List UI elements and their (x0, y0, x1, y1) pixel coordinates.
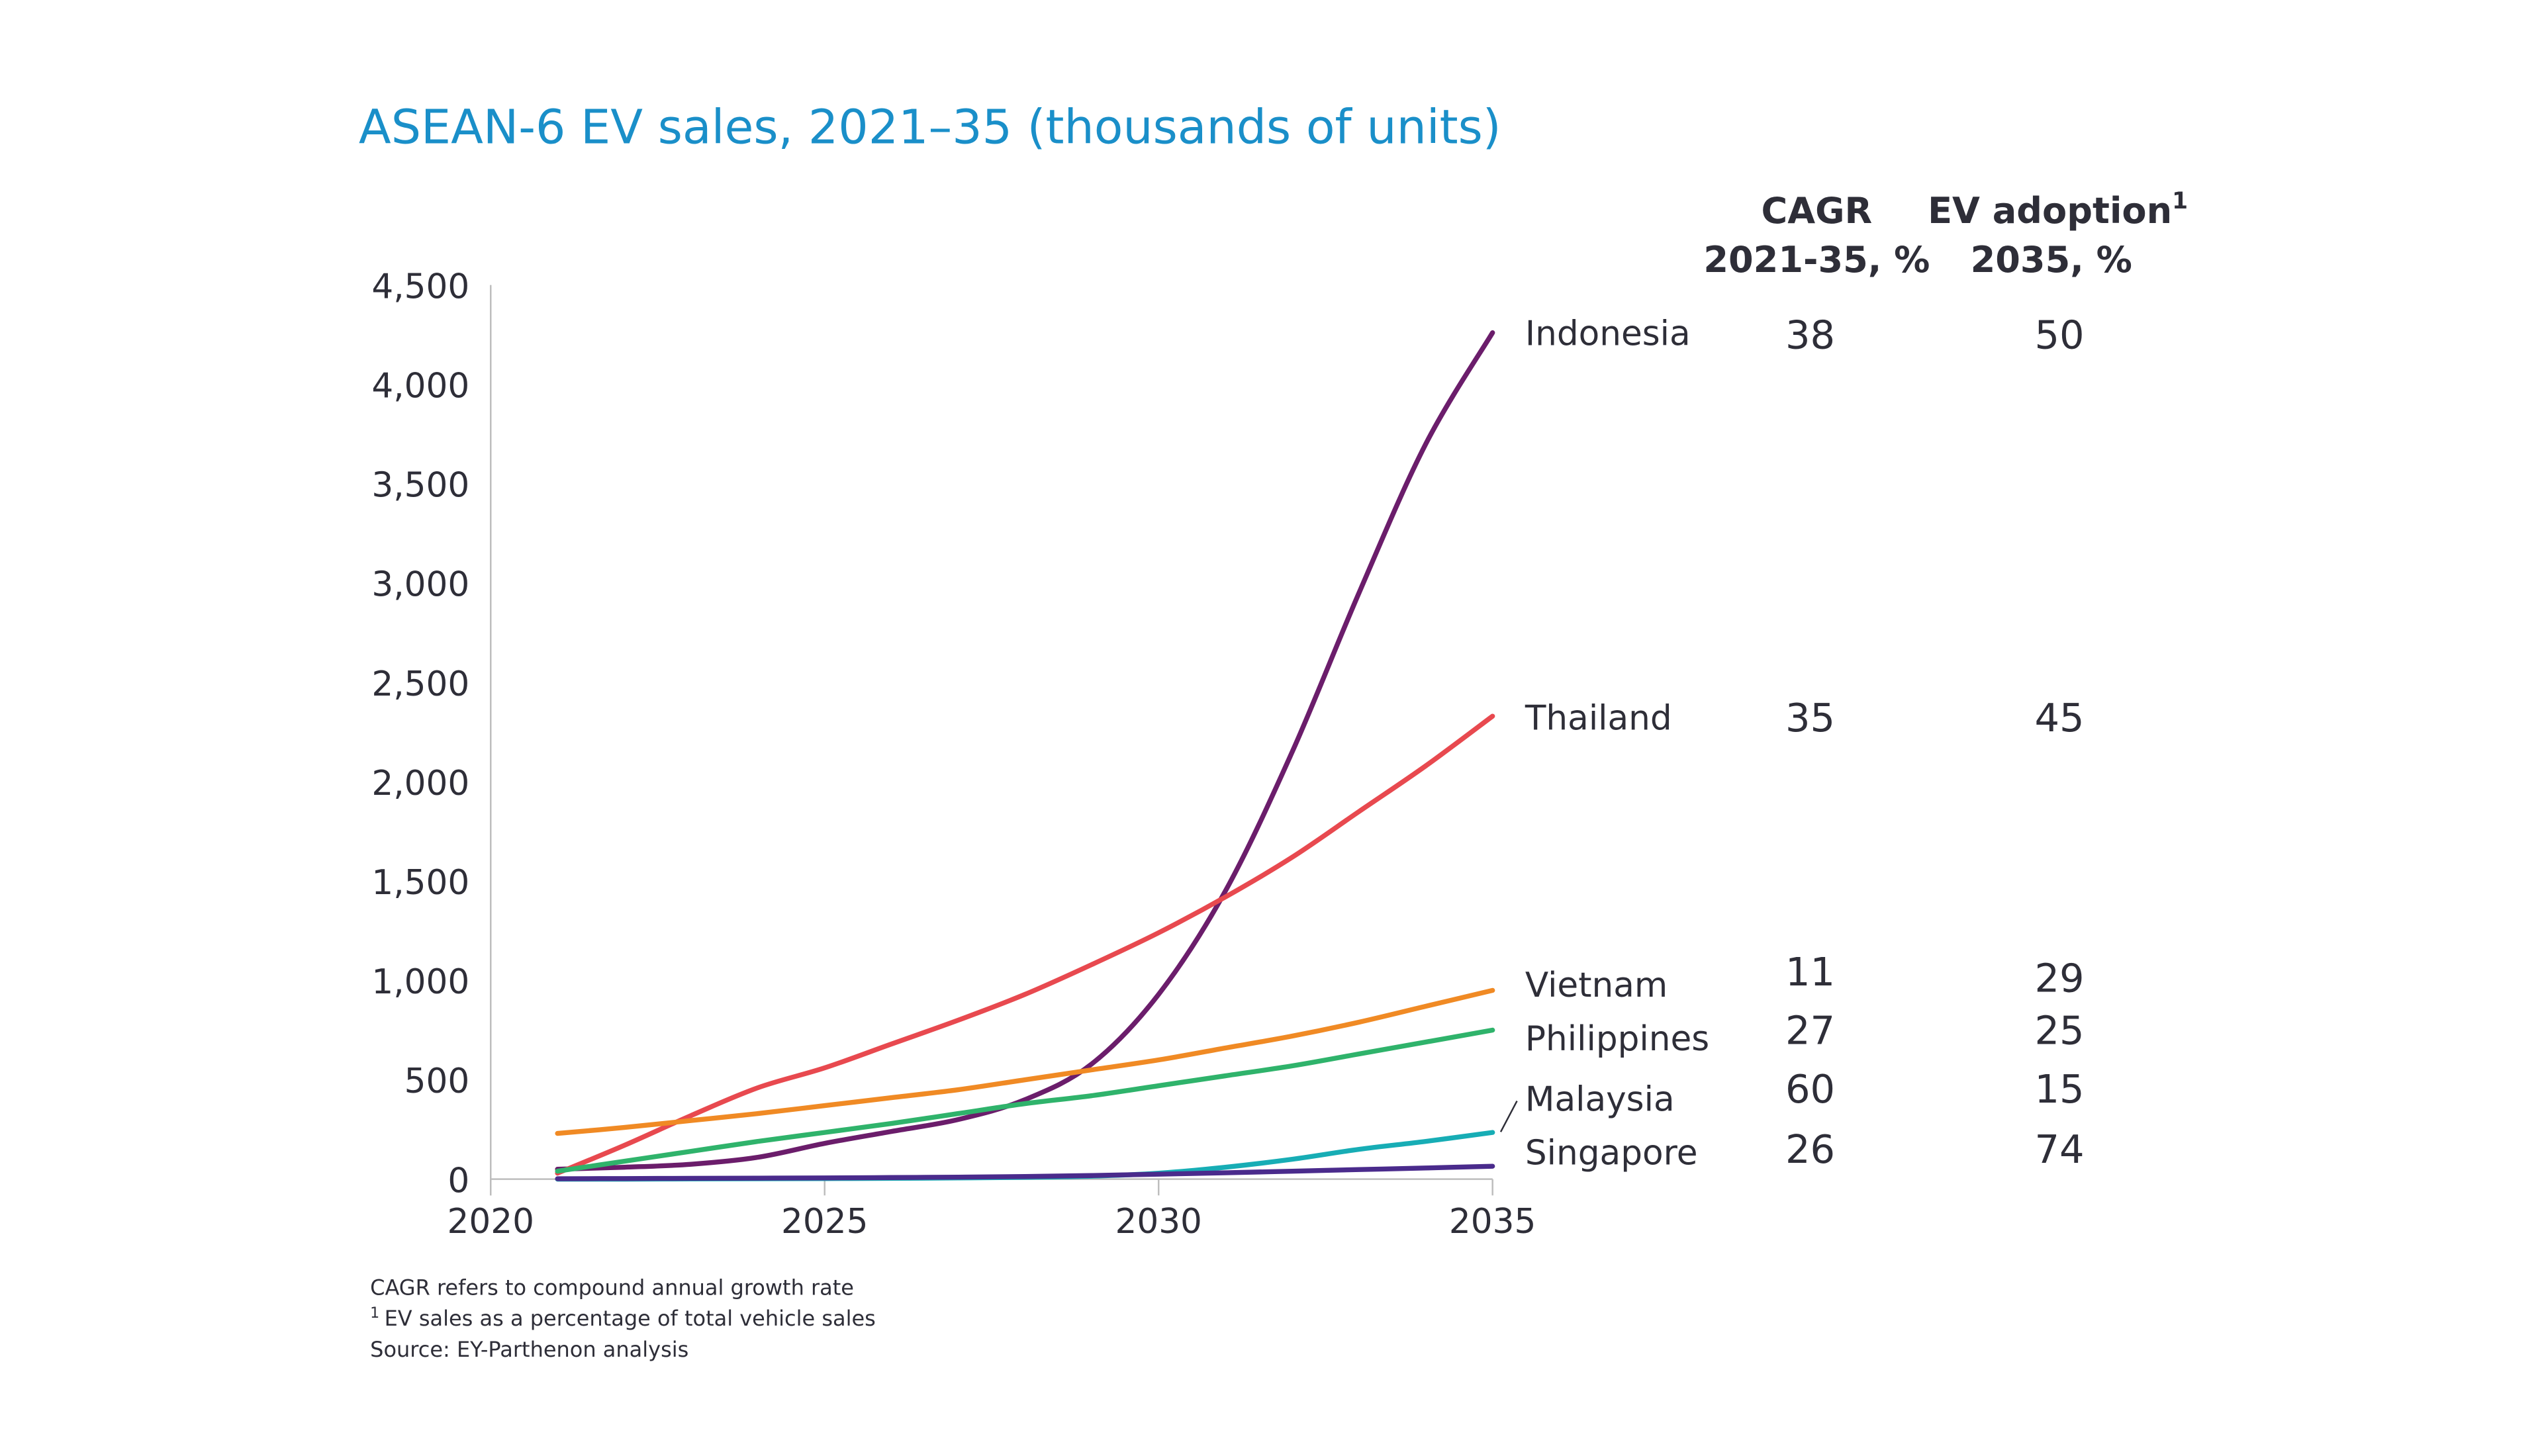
y-tick-label: 3,000 (371, 565, 469, 605)
y-tick-label: 4,000 (371, 366, 469, 406)
y-tick-label: 2,500 (371, 664, 469, 704)
country-label-philippines: Philippines (1525, 1019, 1709, 1059)
table-header-adoption-line1: EV adoption1 (1928, 188, 2188, 232)
y-tick-label: 500 (404, 1062, 470, 1101)
series-line-thailand (555, 713, 1495, 1176)
series-line-indonesia (555, 330, 1495, 1172)
cagr-value: 35 (1785, 695, 1835, 741)
x-tick-label: 2035 (1449, 1202, 1536, 1242)
y-tick-label: 1,500 (371, 863, 469, 903)
adoption-value: 74 (2034, 1126, 2084, 1172)
x-tick-label: 2025 (781, 1202, 868, 1242)
cagr-value: 27 (1785, 1007, 1835, 1053)
chart-title: ASEAN-6 EV sales, 2021–35 (thousands of … (359, 100, 1501, 155)
data-table: Indonesia 38 50 Thailand 35 45 Vietnam 11 29 Phil… (1525, 312, 2085, 1173)
country-label-vietnam: Vietnam (1525, 966, 1668, 1005)
country-label-malaysia: Malaysia (1525, 1079, 1675, 1119)
series-line-philippines (555, 1027, 1495, 1174)
table-header-cagr-line1: CAGR (1762, 190, 1873, 232)
adoption-value: 25 (2034, 1007, 2084, 1053)
y-tick-label: 4,500 (371, 267, 469, 306)
series-lines (555, 330, 1495, 1182)
x-tick-label: 2020 (447, 1202, 534, 1242)
series-line-vietnam (555, 987, 1495, 1136)
table-header-adoption-line2: 2035, % (1971, 239, 2132, 281)
y-tick-label: 2,000 (371, 764, 469, 803)
y-tick-label: 0 (447, 1161, 469, 1201)
y-tick-label: 1,000 (371, 962, 469, 1002)
table-header-cagr-line2: 2021-35, % (1703, 239, 1930, 281)
country-label-indonesia: Indonesia (1525, 314, 1691, 354)
cagr-value: 38 (1785, 312, 1835, 358)
note-cagr: CAGR refers to compound annual growth ra… (370, 1275, 854, 1300)
cagr-value: 60 (1785, 1066, 1835, 1112)
y-tick-label: 3,500 (371, 466, 469, 506)
country-label-thailand: Thailand (1525, 698, 1672, 738)
cagr-value: 11 (1785, 949, 1835, 995)
adoption-value: 29 (2034, 956, 2084, 1001)
note-source: Source: EY-Parthenon analysis (370, 1337, 688, 1362)
series-line-singapore (555, 1163, 1495, 1181)
adoption-value: 45 (2034, 695, 2084, 741)
cagr-value: 26 (1785, 1126, 1835, 1172)
malaysia-leader-line (1499, 1100, 1518, 1132)
adoption-value: 50 (2034, 312, 2084, 358)
note-adoption: 1 EV sales as a percentage of total vehic… (370, 1304, 876, 1331)
country-label-singapore: Singapore (1525, 1134, 1698, 1173)
adoption-value: 15 (2034, 1066, 2084, 1112)
axes: 0 500 1,000 1,500 2,000 2,500 3,000 3,500 4,000 4… (371, 267, 1536, 1242)
x-tick-label: 2030 (1115, 1202, 1201, 1242)
